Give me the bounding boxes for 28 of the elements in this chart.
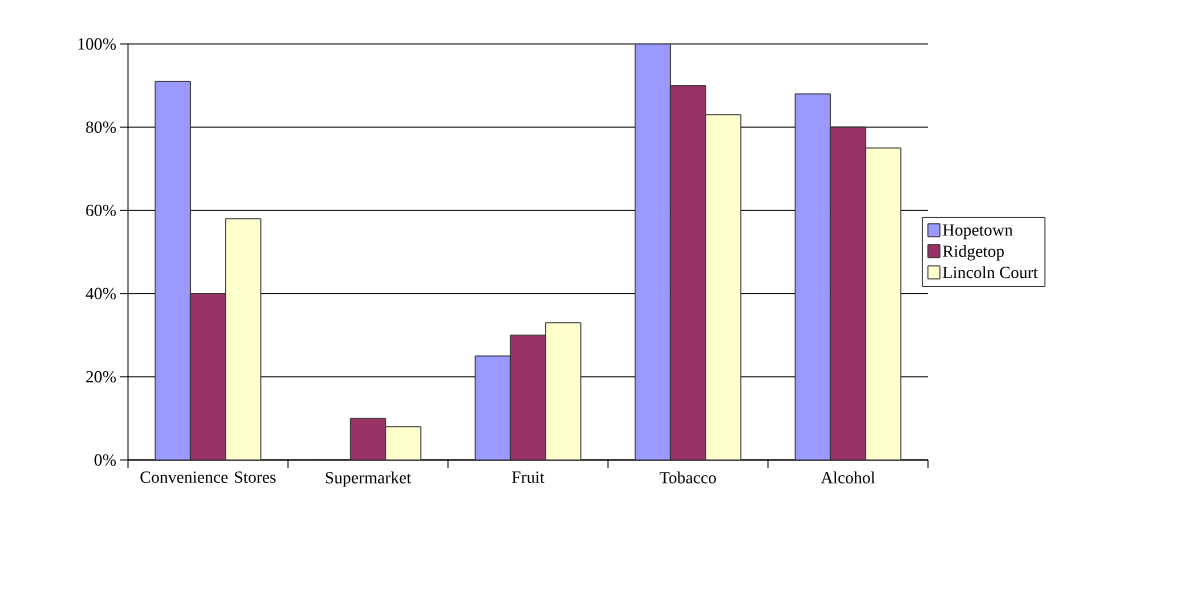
bar — [634, 43, 671, 460]
y-tick-label: 0% — [94, 454, 116, 466]
x-tick-label: Alcohol — [820, 471, 875, 484]
bar — [154, 80, 191, 460]
bar — [794, 93, 831, 460]
x-tick-label: Tobacco — [659, 471, 716, 484]
legend-label: Lincoln Court — [942, 266, 1038, 279]
y-tick-label: 60% — [86, 204, 116, 217]
bar — [865, 147, 902, 460]
bar — [474, 355, 511, 460]
bar — [350, 418, 386, 460]
y-tick-label: 20% — [86, 371, 116, 383]
y-tick-label: 100% — [78, 38, 116, 50]
bar — [829, 126, 867, 460]
bar — [225, 218, 262, 460]
bar — [509, 334, 547, 460]
bar — [705, 114, 742, 460]
x-tick-label: Convenience Stores — [140, 471, 276, 483]
bar — [669, 85, 707, 460]
bar — [385, 426, 421, 460]
bar — [189, 293, 227, 460]
legend-label: Ridgetop — [942, 245, 1004, 261]
y-tick-label: 40% — [85, 287, 116, 300]
bar — [545, 322, 582, 460]
x-tick-label: Fruit — [512, 471, 545, 483]
legend-label: Hopetown — [942, 224, 1013, 240]
y-tick-label: 80% — [86, 121, 116, 133]
x-tick-label: Supermarket — [325, 471, 412, 487]
